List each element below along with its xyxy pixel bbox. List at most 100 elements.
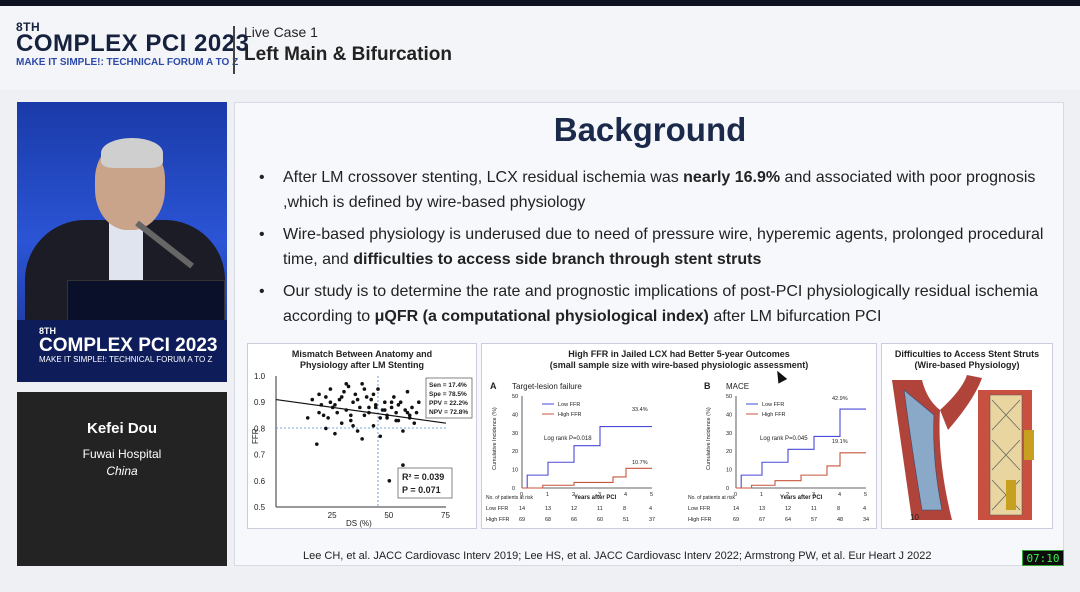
km-risk-value: 48 [837,517,843,523]
strut-subtitle: (Wire-based Physiology) [914,360,1020,370]
top-strip [0,0,1080,6]
scatter-point [367,405,371,410]
km-risk-value: 34 [863,517,869,523]
km-series-high-ffr [736,452,866,489]
km-risk-value: 8 [837,506,840,512]
scatter-point [321,413,326,418]
bullet-list: After LM crossover stenting, LCX residua… [259,165,1049,336]
scatter-point [360,382,364,386]
scatter-point [351,400,355,404]
scatter-ytick: 0.8 [254,424,266,433]
km-risk-value: 68 [545,517,551,523]
conference-header: 8TH COMPLEX PCI 2023 MAKE IT SIMPLE!: TE… [0,6,1080,90]
km-a-risk-low-label: Low FFR [486,506,508,512]
km-a-ylabel: Cumulative Incidence (%) [492,407,498,470]
scatter-point [414,410,419,415]
km-b-label: B [704,381,711,391]
speaker-hair [101,138,163,168]
scatter-point [371,423,376,428]
scatter-point [326,416,330,420]
km-a-risk-high-label: High FFR [486,517,510,523]
scatter-point [355,397,360,402]
scatter-point [317,410,321,415]
speaker-video: 8TH COMPLEX PCI 2023 MAKE IT SIMPLE!: TE… [17,102,227,382]
km-risk-value: 64 [785,517,791,523]
km-b-title: MACE [726,382,749,391]
scatter-point [342,389,346,394]
speaker-shirt [109,222,143,282]
edition-label: 8TH [16,20,41,34]
km-charts: A Target-lesion failure B MACE 010203040… [486,381,869,523]
km-ytick: 0 [512,486,515,492]
scatter-point [315,442,319,446]
scatter-point [394,418,398,423]
km-series-low-ffr [736,408,866,489]
scatter-point [392,395,396,399]
scatter-point [362,387,367,391]
km-xtick: 4 [838,492,841,498]
km-a-logrank: Log rank P=0.018 [544,436,592,442]
km-xtick: 0 [734,492,737,498]
km-a-xlabel: Years after PCI [574,495,617,501]
km-ytick: 30 [512,431,518,437]
scatter-point [310,397,315,402]
scatter-ylabel: FFR [251,428,260,444]
scatter-point [389,405,394,410]
speaker-card: Kefei Dou Fuwai Hospital China [17,392,227,566]
scatter-point [349,413,353,418]
stat-sen: Sen = 17.4% [429,382,467,389]
podium-brand: COMPLEX PCI 2023 [39,335,218,356]
km-chart-a: 0 10 20 30 40 50 0 1 2 3 4 5 [512,394,653,498]
references: Lee CH, et al. JACC Cardiovasc Interv 20… [303,550,932,562]
scatter-xtick: 50 [384,511,393,520]
scatter-title: Mismatch Between Anatomy and Physiology … [291,349,433,370]
speaker-institution: Fuwai Hospital [82,447,162,461]
brand-tagline: MAKE IT SIMPLE!: TECHNICAL FORUM A TO Z [16,57,239,68]
km-xtick: 2 [572,492,575,498]
km-xtick: 3 [598,492,601,498]
km-risk-value: 12 [571,506,577,512]
bullet-item: Our study is to determine the rate and p… [259,279,1049,329]
scatter-point [405,389,410,394]
scatter-point [333,403,337,407]
scatter-xlabel: DS (%) [346,519,372,528]
recording-timer: 07:10 [1022,550,1064,566]
km-risk-value: 51 [623,517,629,523]
scatter-point [305,416,310,420]
scatter-xtick: 25 [328,511,337,520]
scatter-point [364,395,369,399]
brand-title: COMPLEX PCI 2023 [16,30,250,57]
scatter-point [417,400,421,404]
km-title: High FFR in Jailed LCX had Better 5-year… [568,349,790,359]
scatter-ytick: 0.7 [254,451,266,460]
header-divider [233,26,235,74]
km-xtick: 1 [546,492,549,498]
km-risk-value: 37 [649,517,655,523]
km-risk-value: 14 [519,506,525,512]
km-a-high-end: 10.7% [632,460,648,466]
km-ytick: 40 [512,412,518,418]
scatter-ytick: 0.5 [254,503,266,512]
km-b-high-end: 19.1% [832,439,848,445]
km-a-risk-header: No. of patients at risk [486,495,533,501]
stent-illustration: 10 [892,375,1034,522]
scatter-point [335,410,339,415]
km-xtick: 1 [760,492,763,498]
scatter-point [378,416,383,420]
scatter-point [410,405,414,410]
km-ytick: 20 [512,449,518,455]
scatter-point [351,423,355,428]
strut-title: Difficulties to Access Stent Struts [894,349,1040,359]
km-risk-value: 11 [811,506,817,512]
scatter-point [333,431,337,436]
km-xtick: 5 [650,492,653,498]
bullet-item: After LM crossover stenting, LCX residua… [259,165,1049,215]
scatter-point [339,421,344,425]
scatter-point [328,387,333,391]
scatter-point [344,382,349,386]
km-risk-value: 14 [733,506,739,512]
km-b-low-end: 42.9% [832,396,848,402]
stat-ppv: PPV = 22.2% [429,400,468,407]
km-series-high-ffr [522,467,652,489]
scatter-point [378,434,383,439]
